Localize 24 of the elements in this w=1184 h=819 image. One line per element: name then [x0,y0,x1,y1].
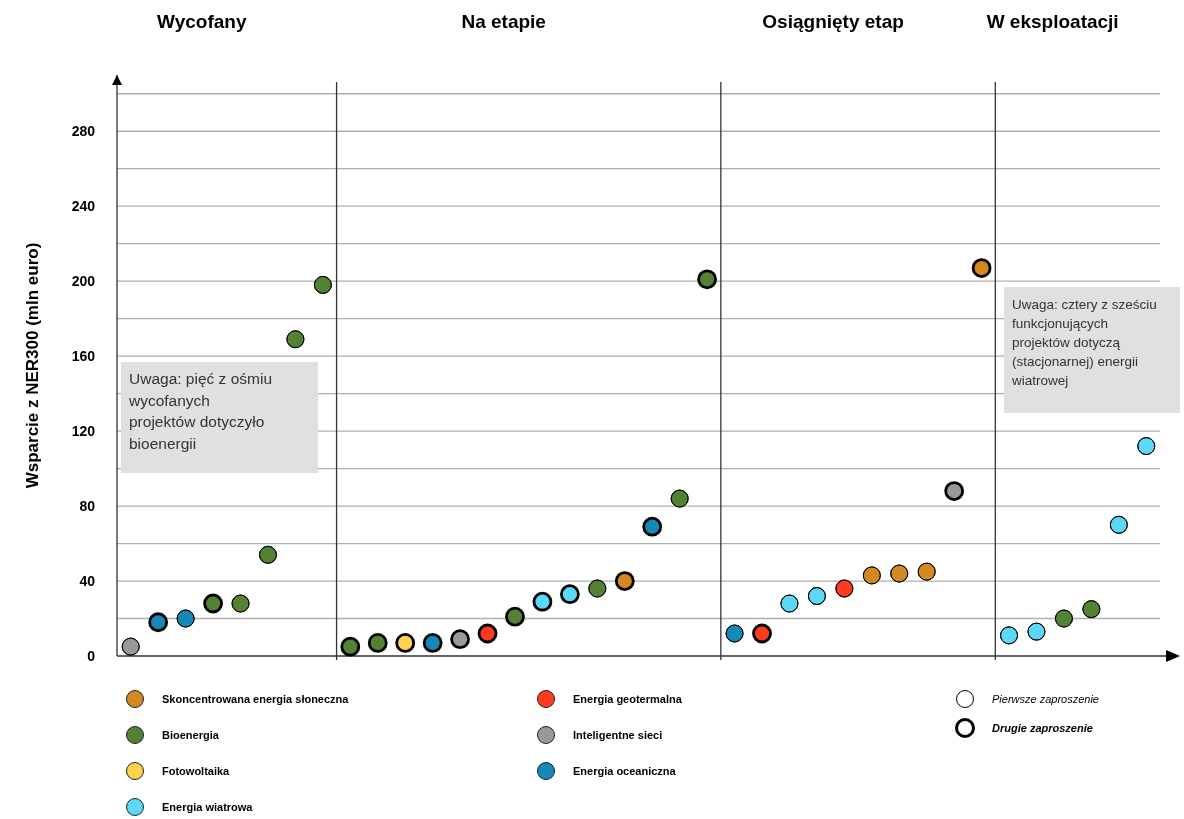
text: W eksploatacji [986,11,1119,32]
legend-label: Pierwsze zaproszenie [992,692,1099,705]
y-tick-label: 160 [71,348,96,365]
y-tick-label: 120 [71,423,96,439]
legend-label: Energia oceaniczna [573,764,677,777]
y-tick-label: 240 [71,198,96,215]
y-tick-label: 80 [79,497,96,514]
legend-label: Skoncentrowana energia słoneczna [162,692,350,705]
legend-label: Bioenergia [162,728,220,741]
text: Wycofany [157,11,247,32]
text: Osiągnięty etap [762,11,904,32]
legend-label: Inteligentne sieci [573,728,663,741]
legend-label: Energia geotermalna [573,692,683,705]
legend-label: Drugie zaproszenie [992,721,1093,734]
annotation: Uwaga: pięć z ośmiu wycofanych projektów dotyczyło bioenergii [128,370,273,453]
y-tick-label: 0 [87,647,96,664]
legend-label: Fotowoltaika [162,764,231,777]
y-tick-label: 280 [71,123,96,140]
y-tick-label: 200 [71,273,96,290]
y-tick-label: 40 [79,572,96,589]
y-axis-title: Wsparcie z NER300 (mln euro) [23,242,42,489]
text: Na etapie [461,11,546,32]
legend-label: Energia wiatrowa [162,800,254,813]
annotation: Uwaga: cztery z sześciu funkcjonujących projektów dotyczą (stacjonarnej) energii wiatrowej [1011,297,1157,388]
